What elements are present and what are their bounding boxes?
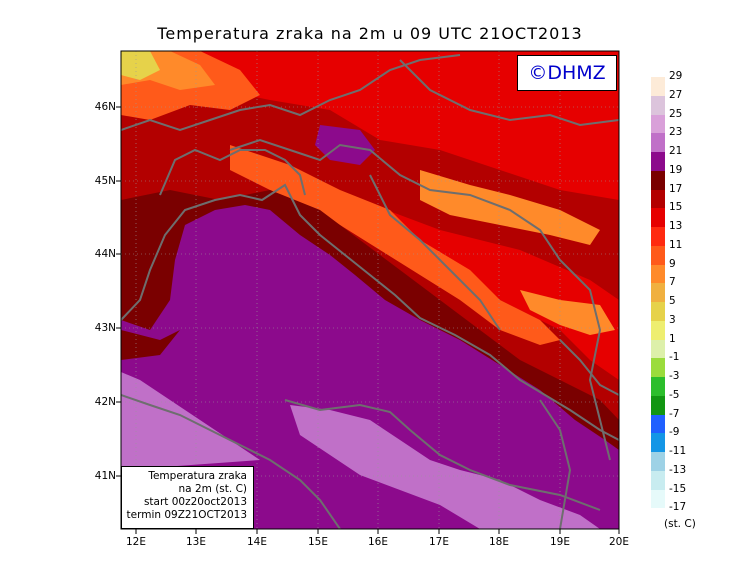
lat-label: 42N	[94, 396, 116, 408]
legend-label: 3	[669, 313, 676, 326]
lat-label: 44N	[94, 248, 116, 260]
legend-label: -15	[669, 482, 687, 495]
legend-label: -1	[669, 351, 680, 364]
lon-label: 14E	[247, 536, 267, 548]
info-line-2: na 2m (st. C)	[178, 483, 247, 495]
lon-label: 18E	[489, 536, 509, 548]
legend-label: -17	[669, 501, 687, 514]
dhmz-copyright-logo: ©DHMZ	[517, 55, 617, 91]
lon-label: 19E	[550, 536, 570, 548]
legend-swatch	[651, 395, 665, 415]
legend-swatch	[651, 170, 665, 190]
legend-swatch	[651, 489, 665, 509]
legend-label: 29	[669, 70, 683, 82]
legend-swatch	[651, 339, 665, 359]
legend-label: 9	[669, 257, 676, 270]
info-box: Temperatura zraka na 2m (st. C) start 00…	[121, 466, 254, 529]
info-line-4: termin 09Z21OCT2013	[126, 509, 248, 521]
legend-swatch	[651, 95, 665, 115]
lon-label: 12E	[126, 536, 146, 548]
legend-label: 13	[669, 220, 683, 232]
legend-swatch	[651, 433, 665, 452]
legend-label: -9	[669, 426, 680, 439]
legend-swatch	[651, 470, 665, 490]
axis-ticks	[116, 106, 620, 534]
map-title: Temperatura zraka na 2m u 09 UTC 21OCT20…	[157, 24, 583, 43]
temperature-field	[121, 51, 619, 529]
legend-swatch	[651, 264, 665, 284]
legend-label: 11	[669, 238, 683, 251]
legend-swatch	[651, 208, 665, 227]
legend-label: 25	[669, 107, 683, 120]
legend-swatch	[651, 133, 665, 152]
lon-label: 20E	[609, 536, 629, 548]
legend-swatch	[651, 227, 665, 246]
lat-label: 41N	[94, 470, 116, 482]
legend-label: 7	[669, 276, 676, 289]
lon-label: 17E	[429, 536, 449, 548]
legend-label: -5	[669, 388, 680, 401]
legend-label: -7	[669, 407, 680, 420]
legend-swatch	[651, 189, 665, 209]
legend-label: -13	[669, 463, 687, 476]
legend-swatch	[651, 245, 665, 265]
info-line-3: start 00z20oct2013	[143, 496, 247, 508]
lon-label: 16E	[368, 536, 388, 548]
legend-swatch	[651, 302, 665, 321]
lon-label: 15E	[308, 536, 328, 548]
map-frame	[120, 50, 620, 530]
legend-unit: (st. C)	[664, 518, 696, 530]
lat-label: 43N	[94, 322, 116, 334]
legend-label: 17	[669, 182, 683, 195]
info-line-1: Temperatura zraka	[148, 470, 247, 482]
legend-swatch	[651, 452, 665, 471]
lat-label: 46N	[94, 101, 116, 113]
legend-swatch	[651, 377, 665, 396]
lon-label: 13E	[186, 536, 206, 548]
legend-swatch	[651, 320, 665, 340]
legend-label: -3	[669, 370, 680, 382]
legend-swatch	[651, 358, 665, 377]
legend-swatch	[651, 414, 665, 434]
legend-swatch	[651, 152, 665, 171]
legend-swatch	[651, 77, 665, 96]
legend-swatch	[651, 283, 665, 302]
legend-label: 27	[669, 88, 683, 101]
legend-label: 21	[669, 145, 683, 157]
coastlines	[121, 54, 619, 529]
legend-label: 19	[669, 163, 683, 176]
lat-label: 45N	[94, 175, 116, 187]
graticule	[121, 51, 619, 529]
legend-label: -11	[669, 445, 687, 457]
legend-label: 1	[669, 332, 676, 345]
legend-label: 5	[669, 295, 676, 307]
legend-label: 15	[669, 201, 683, 214]
legend-swatch	[651, 114, 665, 134]
legend-label: 23	[669, 126, 683, 139]
